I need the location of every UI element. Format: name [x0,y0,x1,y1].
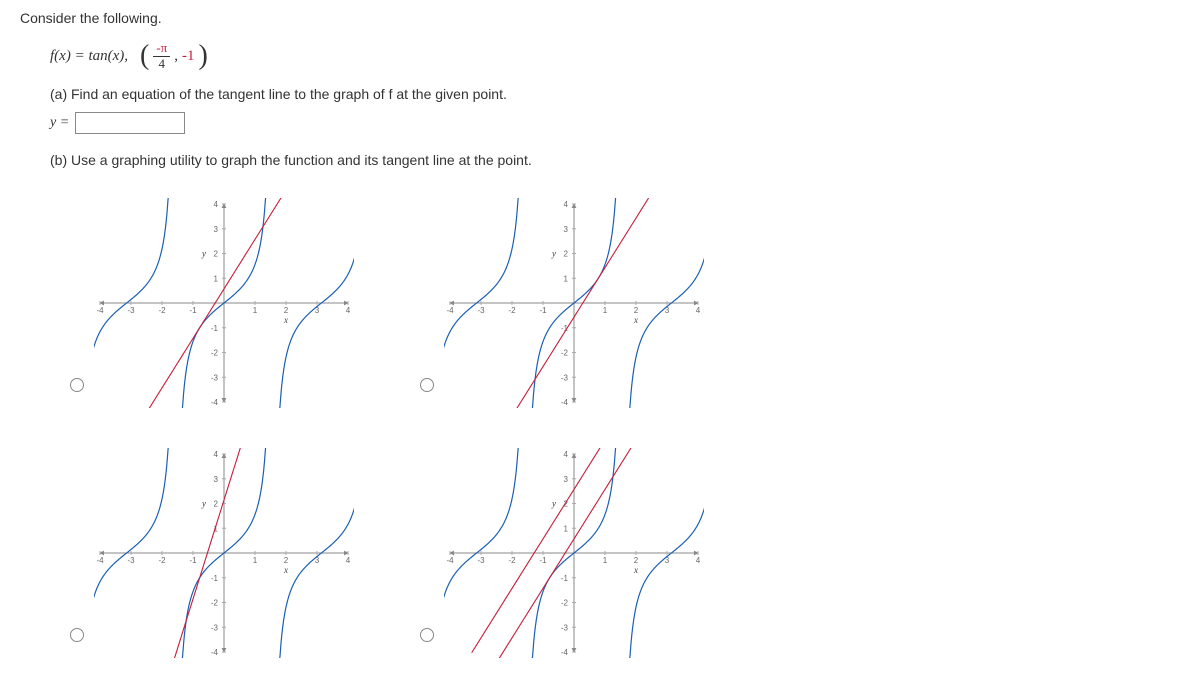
svg-text:4: 4 [346,306,351,315]
svg-text:-2: -2 [561,349,569,358]
y-equals-label: y = [50,115,69,131]
answer-input[interactable] [75,112,185,134]
svg-text:1: 1 [564,524,569,533]
svg-text:4: 4 [214,200,219,209]
svg-text:y: y [551,499,556,509]
svg-text:-1: -1 [189,306,197,315]
svg-text:y: y [201,249,206,259]
svg-text:4: 4 [346,556,351,565]
svg-text:4: 4 [564,200,569,209]
svg-text:2: 2 [634,306,639,315]
svg-text:-1: -1 [539,556,547,565]
svg-text:-1: -1 [539,306,547,315]
graph-option-4: -4-3-2-11234-4-3-2-11234xy [420,428,750,658]
radio-option-4[interactable] [420,628,434,642]
point-y: -1 [182,48,195,65]
function-definition: f(x) = tan(x), ( -π 4 , -1 ) [50,40,1180,72]
svg-text:-2: -2 [211,599,219,608]
graph-option-2: -4-3-2-11234-4-3-2-11234xy [420,178,750,408]
graphs-grid: -4 -3 -2 -1 1 2 3 4 -4 -3 -2 -1 1 2 3 4 x y -4 -3 -2 -1 1 2 3 4 -… [70,178,1180,658]
svg-text:-1: -1 [561,574,569,583]
svg-text:-3: -3 [561,623,569,632]
plot-3: -4-3-2-11234-4-3-2-11234xy [94,448,354,658]
svg-text:-4: -4 [446,306,454,315]
svg-text:-3: -3 [211,373,219,382]
svg-text:-2: -2 [508,556,516,565]
svg-text:1: 1 [253,556,258,565]
svg-text:-4: -4 [446,556,454,565]
svg-text:-2: -2 [508,306,516,315]
svg-text:-4: -4 [96,306,104,315]
svg-text:y: y [201,499,206,509]
svg-text:-4: -4 [211,398,219,407]
problem-intro: Consider the following. [20,10,1180,26]
svg-text:-2: -2 [561,599,569,608]
svg-text:-3: -3 [211,623,219,632]
graph-option-1: -4-3-2-11234-4-3-2-11234xy [70,178,400,408]
frac-num: -π [153,41,170,56]
plot-2: -4-3-2-11234-4-3-2-11234xy [444,198,704,408]
svg-text:1: 1 [564,274,569,283]
svg-text:1: 1 [214,274,219,283]
svg-text:4: 4 [696,306,701,315]
svg-text:-4: -4 [561,648,569,657]
radio-option-2[interactable] [420,378,434,392]
paren-open: ( [140,40,149,72]
svg-text:-3: -3 [477,306,485,315]
svg-text:4: 4 [696,556,701,565]
part-b-text: (b) Use a graphing utility to graph the … [50,152,1180,168]
svg-text:x: x [633,565,638,575]
svg-text:1: 1 [253,306,258,315]
svg-text:-1: -1 [189,556,197,565]
svg-text:3: 3 [214,475,219,484]
svg-text:2: 2 [214,250,219,259]
svg-text:3: 3 [214,225,219,234]
svg-text:2: 2 [284,306,289,315]
svg-text:3: 3 [564,225,569,234]
svg-text:2: 2 [564,250,569,259]
radio-option-3[interactable] [70,628,84,642]
graph-option-3: -4-3-2-11234-4-3-2-11234xy [70,428,400,658]
svg-text:-3: -3 [561,373,569,382]
svg-text:-2: -2 [158,556,166,565]
plot-4: -4-3-2-11234-4-3-2-11234xy [444,448,704,658]
svg-text:-2: -2 [211,349,219,358]
frac-den: 4 [156,57,169,71]
part-a-text: (a) Find an equation of the tangent line… [50,86,1180,102]
svg-text:y: y [551,249,556,259]
svg-text:2: 2 [214,500,219,509]
svg-text:-1: -1 [211,574,219,583]
fn-lhs: f(x) = tan(x), [50,48,128,65]
paren-close: ) [199,40,208,72]
point-x-fraction: -π 4 [153,41,170,71]
radio-option-1[interactable] [70,378,84,392]
svg-text:4: 4 [214,450,219,459]
svg-text:-3: -3 [477,556,485,565]
svg-text:-4: -4 [561,398,569,407]
svg-text:4: 4 [564,450,569,459]
svg-text:-2: -2 [158,306,166,315]
svg-text:3: 3 [564,475,569,484]
svg-text:-3: -3 [127,306,135,315]
svg-text:1: 1 [603,306,608,315]
svg-text:1: 1 [603,556,608,565]
svg-text:-4: -4 [96,556,104,565]
svg-text:x: x [283,565,288,575]
svg-text:x: x [283,315,288,325]
svg-text:2: 2 [284,556,289,565]
answer-row: y = [50,112,1180,134]
svg-text:-4: -4 [211,648,219,657]
svg-text:-1: -1 [211,324,219,333]
plot-1: -4-3-2-11234-4-3-2-11234xy [94,198,354,408]
svg-text:-3: -3 [127,556,135,565]
svg-text:x: x [633,315,638,325]
svg-text:2: 2 [634,556,639,565]
